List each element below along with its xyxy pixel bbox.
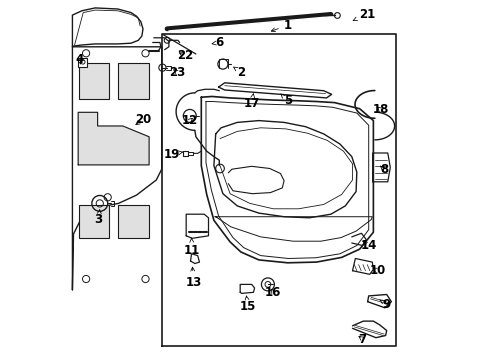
Text: 12: 12 xyxy=(181,114,198,127)
Text: 1: 1 xyxy=(271,19,291,32)
Bar xyxy=(78,58,87,67)
Text: 19: 19 xyxy=(163,148,183,161)
Text: 2: 2 xyxy=(233,66,244,78)
Text: 22: 22 xyxy=(177,49,193,62)
Text: 18: 18 xyxy=(372,103,388,116)
Text: 7: 7 xyxy=(358,333,366,346)
Text: 3: 3 xyxy=(95,210,102,226)
Bar xyxy=(79,205,109,238)
Bar xyxy=(118,205,149,238)
Text: 9: 9 xyxy=(379,298,390,311)
Text: 5: 5 xyxy=(280,94,291,107)
Text: 14: 14 xyxy=(360,239,376,252)
Text: 16: 16 xyxy=(264,286,281,299)
Text: 6: 6 xyxy=(212,36,223,49)
Text: 8: 8 xyxy=(379,163,387,176)
Text: 17: 17 xyxy=(243,94,259,110)
Text: 4: 4 xyxy=(75,53,83,66)
Text: 10: 10 xyxy=(369,264,385,277)
Text: 13: 13 xyxy=(185,267,201,289)
Bar xyxy=(79,63,109,99)
Text: 20: 20 xyxy=(135,113,151,126)
Text: 23: 23 xyxy=(168,66,184,78)
Text: 11: 11 xyxy=(184,238,200,257)
Bar xyxy=(118,63,149,99)
Text: 15: 15 xyxy=(240,296,256,313)
Polygon shape xyxy=(78,112,149,165)
Text: 21: 21 xyxy=(352,8,374,21)
